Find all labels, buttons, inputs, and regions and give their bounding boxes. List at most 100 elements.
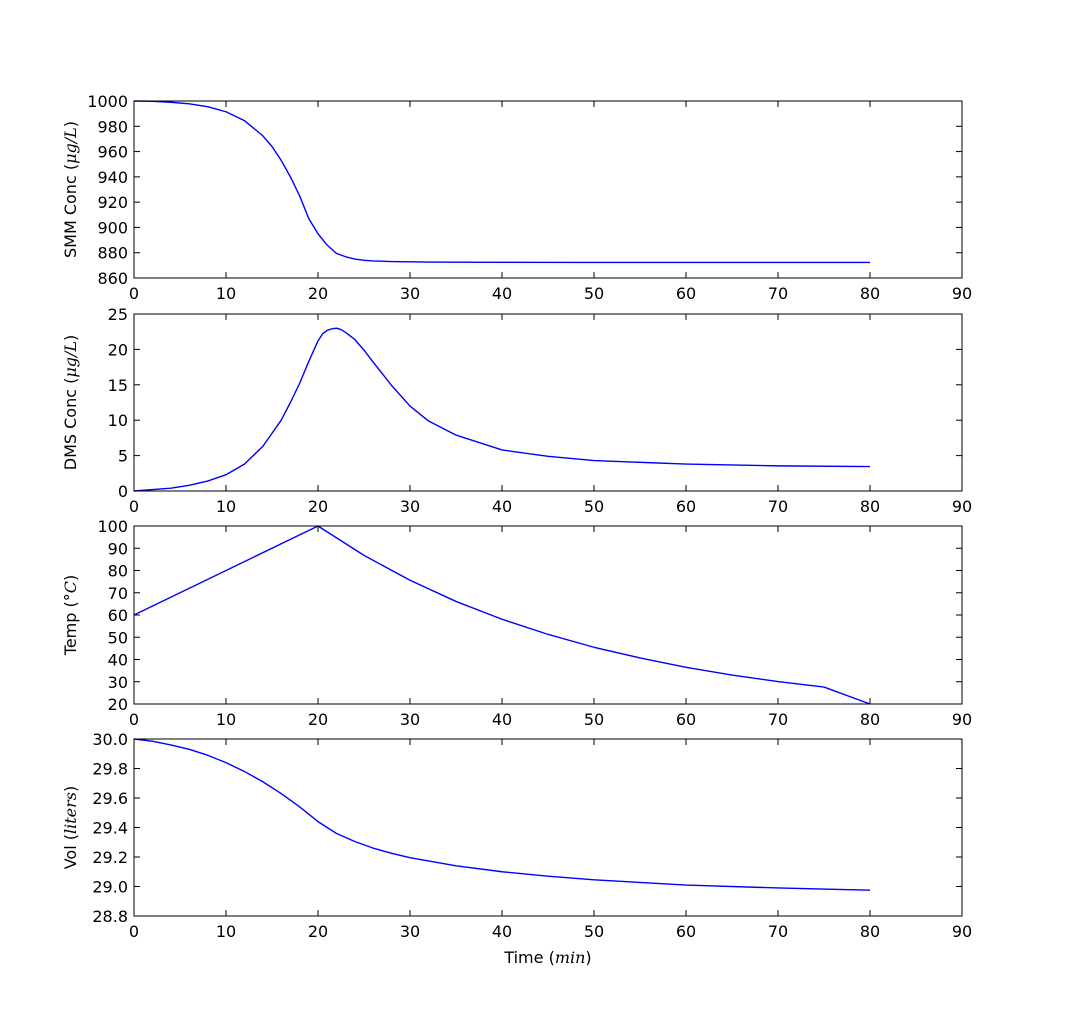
y-tick-label: 100 bbox=[97, 517, 128, 536]
y-axis-label-paren: ) bbox=[61, 786, 80, 792]
y-axis-label-paren: ) bbox=[61, 121, 80, 127]
x-tick-label: 10 bbox=[216, 710, 236, 729]
x-tick-label: 0 bbox=[129, 922, 139, 941]
series-line bbox=[133, 327, 871, 492]
x-tick-label: 40 bbox=[492, 922, 512, 941]
y-axis-label-paren: ( bbox=[61, 164, 80, 175]
x-tick-label: 70 bbox=[768, 922, 788, 941]
x-tick-label: 50 bbox=[584, 284, 604, 303]
x-tick-label: 70 bbox=[768, 284, 788, 303]
y-tick-label: 70 bbox=[108, 584, 128, 603]
x-tick-label: 60 bbox=[676, 922, 696, 941]
y-tick-label: 0 bbox=[118, 482, 128, 501]
y-tick-label: 40 bbox=[108, 651, 128, 670]
x-tick-label: 60 bbox=[676, 710, 696, 729]
x-axis-label-unit: min bbox=[555, 948, 586, 967]
y-tick-label: 30.0 bbox=[92, 730, 128, 749]
y-tick-label: 29.8 bbox=[92, 760, 128, 779]
x-axis-label-paren: ) bbox=[585, 948, 591, 967]
y-tick-label: 880 bbox=[97, 244, 128, 263]
x-tick-label: 10 bbox=[216, 497, 236, 516]
y-tick-label: 25 bbox=[108, 305, 128, 324]
x-tick-label: 20 bbox=[308, 922, 328, 941]
y-tick-label: 29.2 bbox=[92, 848, 128, 867]
x-tick-label: 80 bbox=[860, 922, 880, 941]
y-axis-label-text: SMM Conc bbox=[61, 175, 80, 258]
x-tick-label: 40 bbox=[492, 710, 512, 729]
y-axis-label-paren: ) bbox=[61, 575, 80, 581]
x-tick-label: 80 bbox=[860, 497, 880, 516]
y-tick-label: 28.8 bbox=[92, 907, 128, 926]
y-tick-label: 29.4 bbox=[92, 819, 128, 838]
x-tick-label: 0 bbox=[129, 710, 139, 729]
y-axis-label-text: Temp bbox=[61, 613, 80, 657]
x-tick-label: 60 bbox=[676, 284, 696, 303]
x-tick-label: 90 bbox=[952, 922, 972, 941]
x-tick-label: 0 bbox=[129, 284, 139, 303]
x-tick-label: 80 bbox=[860, 284, 880, 303]
y-tick-label: 30 bbox=[108, 673, 128, 692]
y-axis-label-unit: liters bbox=[61, 792, 80, 834]
x-tick-label: 50 bbox=[584, 710, 604, 729]
panel-4: 0 10 20 30 40 50 60 70 80 90 28.8 29.0 29.2 29.4 29.6 2… bbox=[61, 730, 972, 967]
x-tick-label: 90 bbox=[952, 497, 972, 516]
y-tick-label: 29.6 bbox=[92, 789, 128, 808]
y-axis-label-unit: °C bbox=[61, 581, 80, 601]
y-axis-label-paren: ( bbox=[61, 834, 80, 845]
y-axis-label-unit: μg/L bbox=[61, 127, 80, 164]
y-axis-label-text: DMS Conc bbox=[61, 389, 80, 470]
x-tick-label: 30 bbox=[400, 710, 420, 729]
y-tick-label: 60 bbox=[108, 606, 128, 625]
y-axis-label-unit: μg/L bbox=[61, 341, 80, 378]
x-axis-label: Time (min) bbox=[503, 948, 591, 967]
x-tick-label: 10 bbox=[216, 284, 236, 303]
y-tick-label: 90 bbox=[108, 539, 128, 558]
x-axis-label-text: Time bbox=[503, 948, 543, 967]
y-tick-label: 29.0 bbox=[92, 878, 128, 897]
y-tick-label: 980 bbox=[97, 117, 128, 136]
x-tick-label: 70 bbox=[768, 710, 788, 729]
x-tick-label: 10 bbox=[216, 922, 236, 941]
y-tick-label: 940 bbox=[97, 168, 128, 187]
y-axis-label: Temp (°C) bbox=[61, 575, 80, 656]
y-tick-label: 1000 bbox=[87, 92, 128, 111]
x-axis-label-paren: ( bbox=[543, 948, 554, 967]
y-tick-label: 10 bbox=[108, 411, 128, 430]
panel-1: 0 10 20 30 40 50 60 70 80 90 860 880 900 920 940 960 980… bbox=[61, 92, 972, 303]
y-axis-label-text: Vol bbox=[61, 845, 80, 869]
x-tick-label: 30 bbox=[400, 922, 420, 941]
y-tick-label: 5 bbox=[118, 447, 128, 466]
x-tick-label: 90 bbox=[952, 710, 972, 729]
x-tick-label: 30 bbox=[400, 284, 420, 303]
y-tick-label: 20 bbox=[108, 340, 128, 359]
x-tick-label: 30 bbox=[400, 497, 420, 516]
y-tick-label: 80 bbox=[108, 562, 128, 581]
x-tick-label: 50 bbox=[584, 922, 604, 941]
y-tick-label: 20 bbox=[108, 695, 128, 714]
y-tick-label: 15 bbox=[108, 376, 128, 395]
y-axis-label-paren: ( bbox=[61, 601, 80, 612]
x-tick-label: 40 bbox=[492, 497, 512, 516]
y-axis-label: Vol (liters) bbox=[61, 786, 80, 870]
y-tick-label: 960 bbox=[97, 143, 128, 162]
axes-frame bbox=[133, 313, 963, 492]
x-tick-label: 80 bbox=[860, 710, 880, 729]
x-tick-label: 40 bbox=[492, 284, 512, 303]
panels: 0 10 20 30 40 50 60 70 80 90860880900920940960980… bbox=[61, 92, 972, 967]
y-tick-label: 900 bbox=[97, 218, 128, 237]
x-tick-label: 20 bbox=[308, 710, 328, 729]
y-tick-label: 50 bbox=[108, 628, 128, 647]
y-tick-label: 860 bbox=[97, 269, 128, 288]
x-tick-label: 60 bbox=[676, 497, 696, 516]
x-tick-label: 70 bbox=[768, 497, 788, 516]
series-line bbox=[133, 100, 870, 264]
x-tick-label: 20 bbox=[308, 284, 328, 303]
x-tick-label: 0 bbox=[129, 497, 139, 516]
panel-2: 0 10 20 30 40 50 60 70 80 90 0 5 10 15 20 25 DMS Conc (μ… bbox=[61, 305, 972, 516]
y-tick-label: 920 bbox=[97, 193, 128, 212]
series-line bbox=[133, 525, 871, 705]
y-axis-label: DMS Conc (μg/L) bbox=[61, 335, 80, 471]
axes-frame bbox=[133, 100, 963, 279]
